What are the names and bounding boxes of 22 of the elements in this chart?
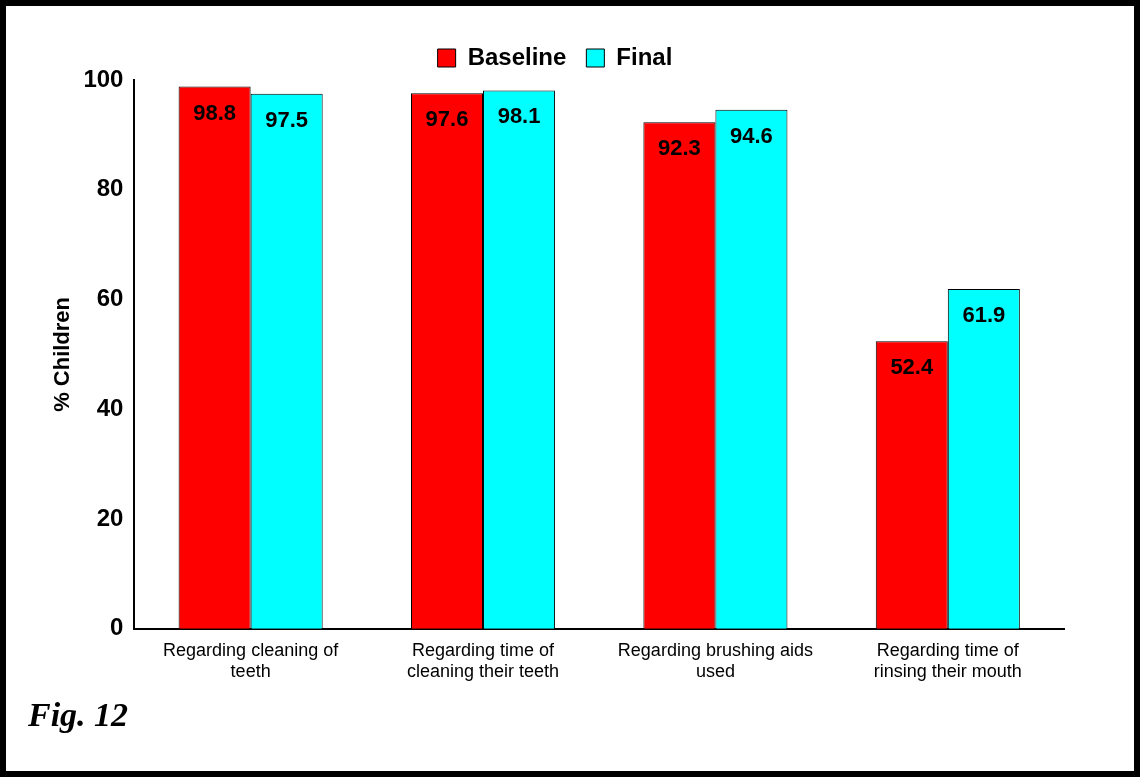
y-axis-title: % Children bbox=[49, 296, 75, 412]
data-label: 52.4 bbox=[890, 354, 934, 380]
data-label: 94.6 bbox=[730, 122, 773, 148]
legend-label: Baseline bbox=[467, 42, 567, 70]
y-tick-label: 40 bbox=[96, 393, 124, 421]
y-tick-label: 100 bbox=[83, 64, 124, 92]
data-label: 92.3 bbox=[657, 135, 701, 161]
data-label: 97.6 bbox=[425, 106, 469, 132]
data-label: 61.9 bbox=[962, 302, 1006, 328]
y-tick-label: 0 bbox=[110, 613, 124, 641]
legend-label: Final bbox=[616, 42, 673, 70]
data-label: 97.5 bbox=[265, 106, 309, 132]
caption: Fig. 12 bbox=[28, 696, 129, 734]
x-tick-label: Regarding time of cleaning their teeth bbox=[406, 639, 560, 682]
x-tick-label: Regarding time of rinsing their mouth bbox=[873, 639, 1022, 682]
y-tick-label: 80 bbox=[96, 174, 124, 202]
x-tick-label: Regarding brushing aids used bbox=[617, 639, 813, 682]
data-label: 98.8 bbox=[193, 99, 237, 125]
x-tick-label: Regarding cleaning of teeth bbox=[163, 639, 340, 682]
y-tick-label: 60 bbox=[96, 284, 124, 312]
y-tick-label: 20 bbox=[96, 503, 124, 531]
data-label: 98.1 bbox=[497, 103, 541, 129]
